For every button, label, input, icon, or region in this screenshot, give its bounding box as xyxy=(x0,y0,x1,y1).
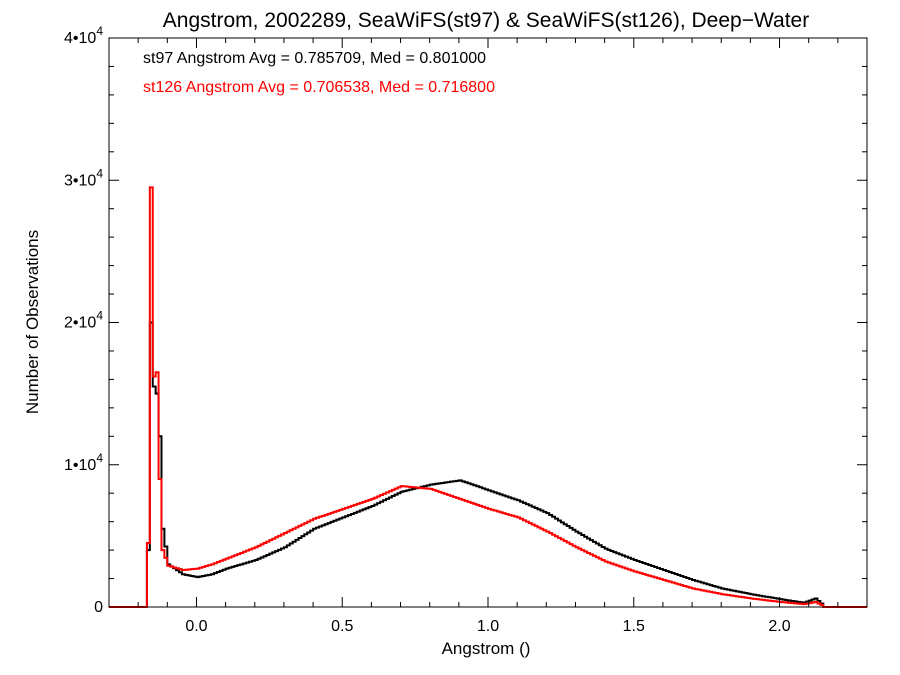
y-tick-label: 4•104 xyxy=(64,24,103,47)
x-tick-label: 1.5 xyxy=(623,618,645,635)
x-tick-label: 0.5 xyxy=(331,618,353,635)
ticks-layer: 0.0 0.5 1.0 1.5 2.0 0 1•104 2•104 3•104 4•104 xyxy=(64,24,867,635)
series-0-line xyxy=(109,321,867,608)
y-tick-label: 1•104 xyxy=(64,451,103,474)
x-tick-label: 0.0 xyxy=(185,618,207,635)
y-tick-label: 2•104 xyxy=(64,309,103,332)
y-tick-label: 3•104 xyxy=(64,166,103,189)
st97-stats-annotation: st97 Angstrom Avg = 0.785709, Med = 0.80… xyxy=(143,50,486,67)
series-1-line xyxy=(109,186,867,608)
chart-title: Angstrom, 2002289, SeaWiFS(st97) & SeaWi… xyxy=(163,9,809,32)
x-axis-label: Angstrom () xyxy=(442,639,531,658)
plot-frame xyxy=(108,37,868,608)
st126-stats-annotation: st126 Angstrom Avg = 0.706538, Med = 0.7… xyxy=(143,79,495,96)
series-layer xyxy=(109,186,867,608)
y-axis-label: Number of Observations xyxy=(23,230,42,414)
x-tick-label: 2.0 xyxy=(768,618,790,635)
y-tick-label: 0 xyxy=(94,599,103,616)
x-tick-label: 1.0 xyxy=(477,618,499,635)
